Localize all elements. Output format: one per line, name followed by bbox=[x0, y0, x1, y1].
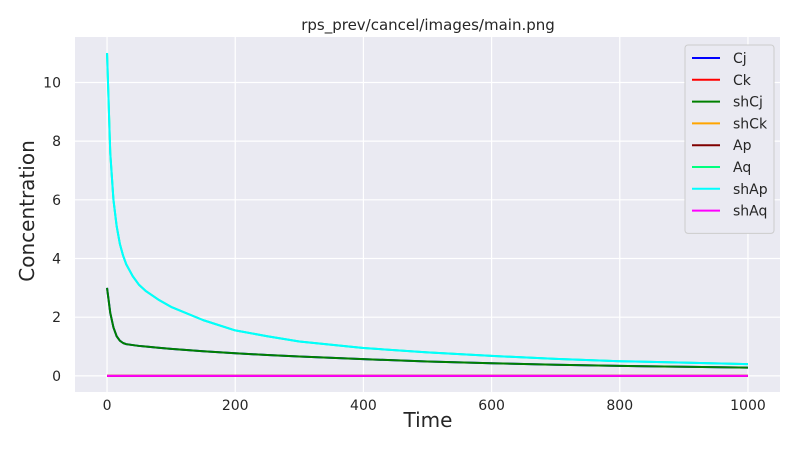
legend-label-shcj: shCj bbox=[733, 95, 763, 111]
series-lines bbox=[106, 53, 748, 377]
chart-title: rps_prev/cancel/images/main.png bbox=[301, 16, 555, 35]
y-axis-ticks: 0 2 4 6 8 10 bbox=[43, 75, 61, 384]
plot-area bbox=[75, 37, 780, 392]
y-tick-label: 6 bbox=[52, 193, 61, 209]
y-tick-label: 8 bbox=[52, 134, 61, 150]
legend: Cj Ck shCj shCk Ap Aq shAp shAq bbox=[684, 44, 775, 234]
x-tick-label: 200 bbox=[222, 398, 249, 414]
x-axis-ticks: 0 200 400 600 800 1000 bbox=[103, 398, 766, 414]
legend-label-aq: Aq bbox=[733, 160, 751, 176]
legend-label-cj: Cj bbox=[733, 51, 747, 67]
y-tick-label: 4 bbox=[52, 252, 61, 268]
x-axis-label: Time bbox=[403, 408, 453, 432]
series-line-shcj bbox=[106, 287, 748, 369]
x-tick-label: 0 bbox=[103, 398, 112, 414]
series-line-shap bbox=[106, 53, 748, 366]
x-tick-label: 600 bbox=[478, 398, 505, 414]
x-tick-label: 1000 bbox=[730, 398, 766, 414]
x-tick-label: 400 bbox=[350, 398, 377, 414]
y-axis-label: Concentration bbox=[15, 140, 39, 281]
legend-label-ap: Ap bbox=[733, 138, 752, 154]
legend-box bbox=[684, 44, 775, 234]
y-tick-label: 2 bbox=[52, 310, 61, 326]
legend-label-ck: Ck bbox=[733, 73, 752, 89]
legend-label-shck: shCk bbox=[733, 116, 768, 132]
y-tick-label: 0 bbox=[52, 369, 61, 385]
legend-label-shaq: shAq bbox=[733, 204, 767, 220]
legend-label-shap: shAp bbox=[733, 182, 768, 198]
y-tick-label: 10 bbox=[43, 75, 61, 91]
x-tick-label: 800 bbox=[606, 398, 633, 414]
